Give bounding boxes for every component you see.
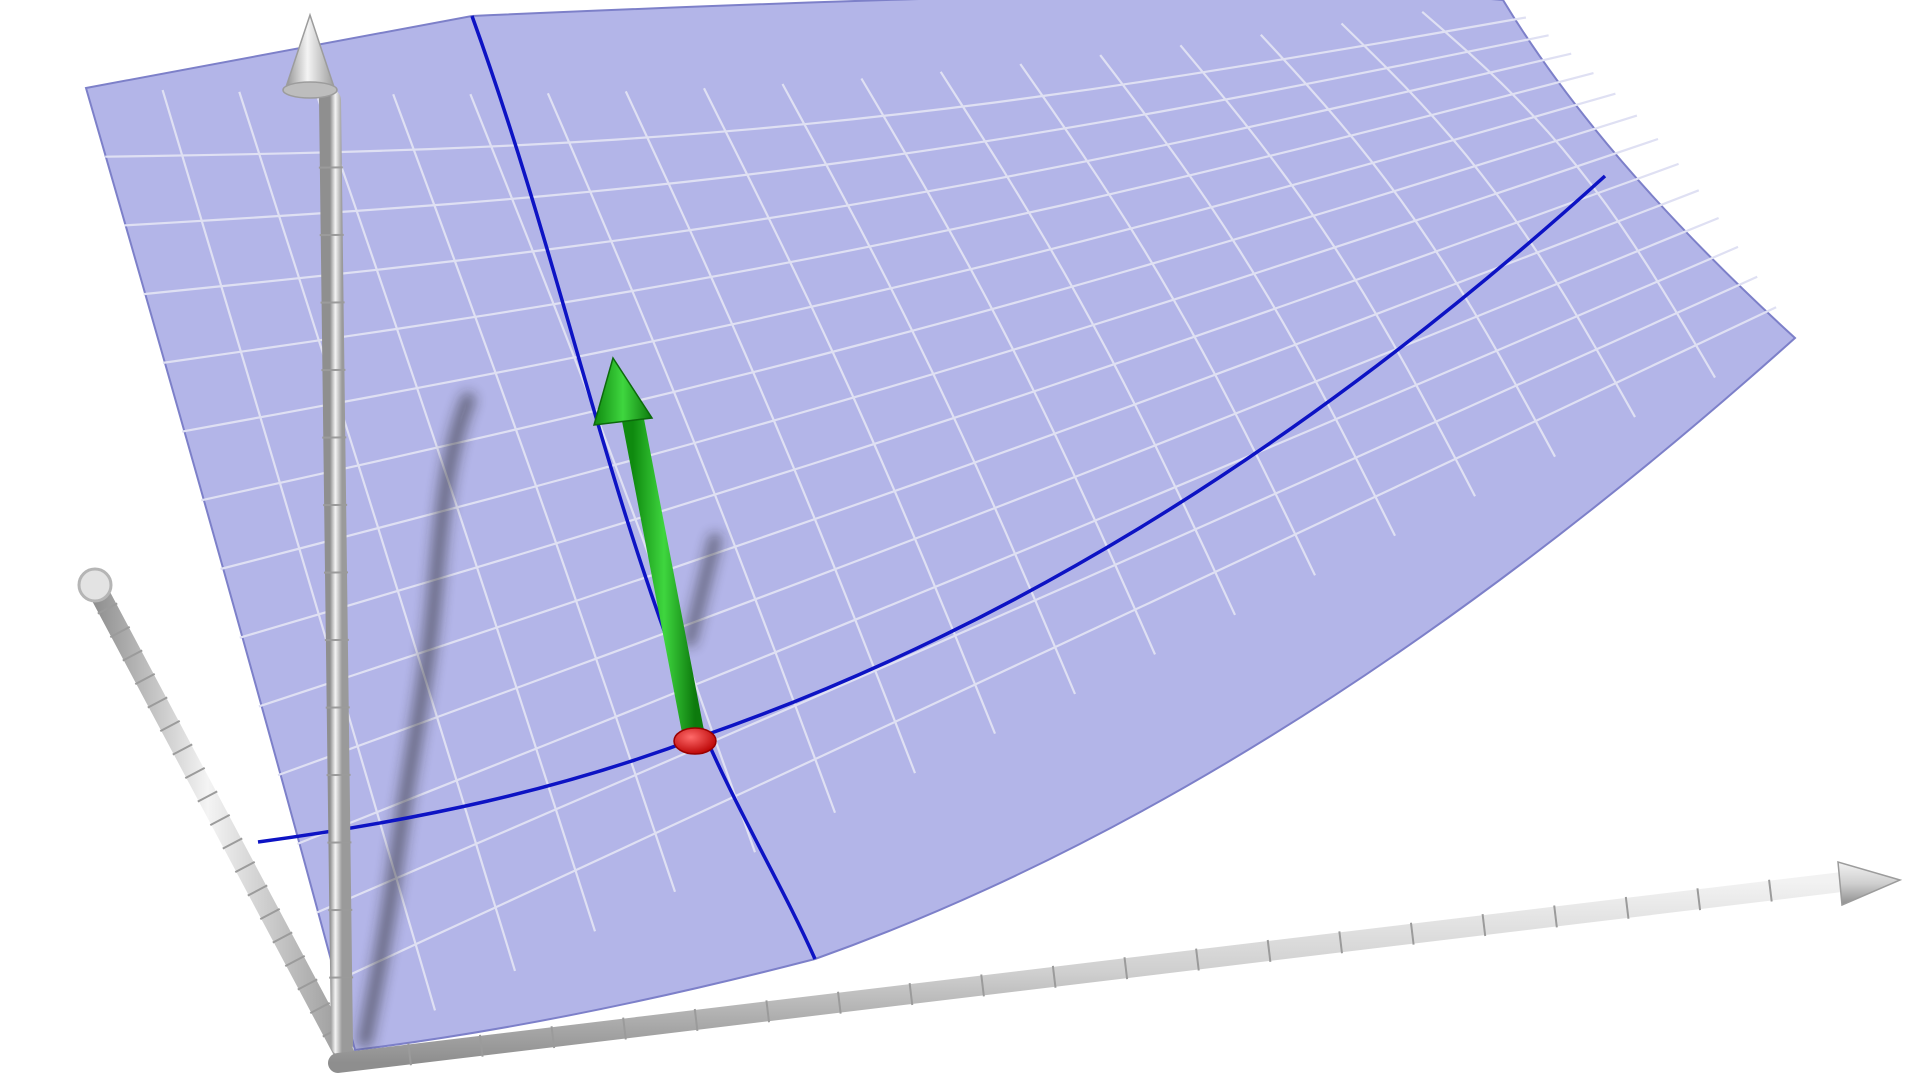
horizontal-axis-tick: [1553, 905, 1558, 928]
horizontal-axis-tick: [1768, 879, 1773, 902]
horizontal-axis-tick: [1195, 948, 1200, 971]
depth-axis-tick: [234, 860, 256, 874]
depth-axis-tick: [297, 978, 318, 991]
depth-axis: [77, 567, 355, 1065]
depth-axis-tick: [184, 766, 206, 780]
horizontal-axis-tick: [837, 991, 842, 1014]
vector-shadow: [683, 533, 722, 647]
horizontal-axis-tick: [1409, 922, 1415, 945]
depth-axis-tick: [172, 743, 193, 756]
surface: [84, 0, 1797, 1052]
horizontal-axis-tick: [908, 983, 914, 1006]
depth-axis-tick: [147, 696, 168, 709]
mesh-line-v: [335, 306, 1777, 983]
horizontal-axis: [328, 860, 1903, 1073]
mesh-line-v: [181, 92, 1616, 433]
horizontal-axis-tick: [1624, 896, 1630, 919]
horizontal-axis-tick: [407, 1043, 412, 1066]
depth-axis-tick: [272, 931, 293, 944]
horizontal-axis-tick: [1123, 957, 1129, 980]
depth-axis-tick: [197, 790, 218, 803]
mesh-line-v: [296, 245, 1739, 845]
mesh-line-v: [143, 52, 1572, 296]
mesh-line-v: [220, 137, 1659, 571]
depth-axis-tick: [122, 649, 143, 662]
mesh-line-v: [239, 162, 1679, 639]
depth-axis-tick: [259, 907, 281, 921]
depth-axis-tick: [159, 719, 181, 733]
surface-mesh: [105, 10, 1777, 1011]
horizontal-axis-tick: [1266, 939, 1272, 962]
coordinate-curves: [257, 15, 1607, 960]
mesh-line-v: [124, 34, 1549, 227]
normal-vector-arrowhead: [592, 356, 654, 426]
normal-vector: [592, 356, 706, 753]
depth-axis-tick: [209, 813, 231, 827]
shadows: [357, 392, 722, 1048]
depth-axis-tick: [309, 1001, 331, 1015]
mesh-line-v: [258, 189, 1700, 708]
depth-axis-tick: [134, 672, 156, 686]
surface-point: [673, 727, 717, 755]
horizontal-axis-tick: [980, 974, 985, 997]
mesh-line-v: [201, 114, 1638, 502]
depth-axis-tick: [284, 954, 306, 968]
depth-axis-tick: [222, 837, 243, 850]
mesh-line-v: [316, 275, 1758, 914]
horizontal-axis-tick: [622, 1017, 627, 1040]
depth-axis-tick: [247, 884, 268, 897]
depth-axis-tick: [109, 625, 131, 639]
horizontal-axis-tick: [1338, 931, 1343, 954]
axis-shadow: [357, 392, 476, 1048]
depth-axis-end-cap: [77, 567, 113, 603]
v-curve: [257, 174, 1607, 844]
vertical-axis: [282, 12, 354, 1056]
horizontal-axis-tick: [550, 1026, 556, 1049]
depth-axis-tick: [97, 602, 118, 615]
horizontal-axis-tick: [1481, 914, 1487, 937]
mesh-line-v: [162, 72, 1594, 364]
horizontal-axis-tick: [1696, 888, 1702, 911]
horizontal-axis-tick: [693, 1008, 699, 1031]
mesh-line-v: [277, 216, 1720, 777]
surface-patch: [84, 0, 1797, 1052]
horizontal-axis-tick: [1051, 965, 1057, 988]
horizontal-axis-arrowhead: [1837, 860, 1903, 907]
u-curve: [470, 15, 817, 960]
horizontal-axis-tick: [478, 1034, 484, 1057]
horizontal-axis-tick: [765, 1000, 771, 1023]
